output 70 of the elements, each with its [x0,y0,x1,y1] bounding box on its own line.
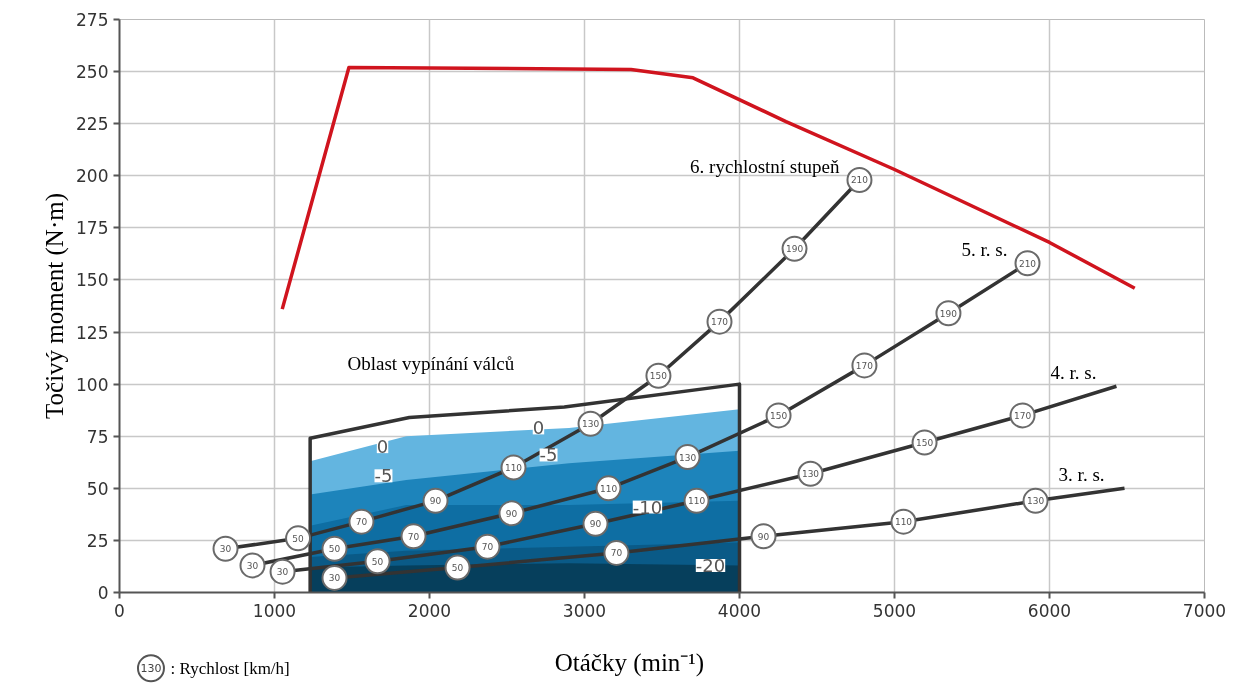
annotation: 30 [219,544,232,555]
annotation: 130 [581,419,600,430]
annotation: 30 [276,567,289,578]
y-tick-label: 175 [76,218,109,239]
x-tick-label: 5000 [872,600,917,621]
x-axis-title: Otáčky (min⁻¹) [554,649,705,678]
annotation: 50 [371,556,384,567]
annotation: 130 [801,469,820,480]
annotation: 50 [292,533,305,544]
y-tick-label: 275 [76,10,109,30]
y-tick-label: 0 [97,583,109,603]
annotation: 70 [355,517,368,528]
annotation: 170 [855,360,874,371]
annotation: 70 [481,542,494,553]
annotation: 70 [407,531,420,542]
annotation: 90 [757,531,770,542]
y-tick-label: 25 [86,530,109,551]
annotation: 90 [589,519,602,530]
y-tick-label: 225 [76,114,109,135]
series-label: 3. r. s. [1058,464,1105,486]
y-tick-label: 75 [86,426,109,447]
annotation: 170 [710,317,729,328]
x-tick-label: 7000 [1182,600,1227,621]
series-label: 5. r. s. [961,239,1008,261]
x-tick-label: 4000 [717,600,762,621]
x-tick-label: 0 [114,600,125,621]
annotation: 50 [328,544,341,555]
annotation: 110 [504,462,523,473]
annotation: Oblast vypínání válců [347,352,515,374]
annotation: -20 [695,554,726,576]
annotation: 50 [451,563,464,573]
annotation: 30 [328,573,341,584]
annotation: 90 [429,496,442,507]
annotation: 150 [915,437,934,448]
annotation: 210 [1018,258,1037,269]
annotation: 110 [894,517,913,528]
y-axis-title: Točivý moment (N·m) [41,193,70,419]
annotation: 0 [376,436,389,458]
annotation: 130 [1026,496,1045,507]
x-tick-label: 2000 [407,600,452,621]
x-tick-label: 6000 [1027,600,1072,621]
y-tick-label: 50 [86,478,109,499]
line-series [280,65,1137,311]
text: : Rychlost [km/h] [170,658,290,678]
y-tick-label: 250 [76,62,109,83]
y-tick-label: 150 [76,270,109,291]
y-tick-label: 200 [76,166,109,187]
annotation: -10 [632,496,663,518]
annotation: 170 [1013,410,1032,421]
annotation: 110 [687,496,706,507]
x-tick-label: 1000 [252,600,297,621]
annotation: 210 [850,175,869,186]
annotation: 150 [769,410,788,421]
annotation: 150 [649,371,668,382]
text: 130 [140,662,162,676]
annotation: 0 [532,417,545,439]
y-tick-label: 100 [76,374,109,395]
x-tick-label: 3000 [562,600,607,621]
annotation: 130 [678,452,697,463]
series-label: 4. r. s. [1050,362,1097,384]
annotation: -5 [539,444,558,466]
annotation: 30 [246,560,259,571]
annotation: -5 [374,465,393,487]
annotation: 70 [610,548,623,559]
y-tick-label: 125 [76,322,109,343]
annotation: 190 [785,244,804,255]
series-label: 6. rychlostní stupeň [690,155,840,177]
annotation: 190 [939,308,958,319]
annotation: 90 [505,508,518,519]
annotation: 110 [599,483,618,494]
